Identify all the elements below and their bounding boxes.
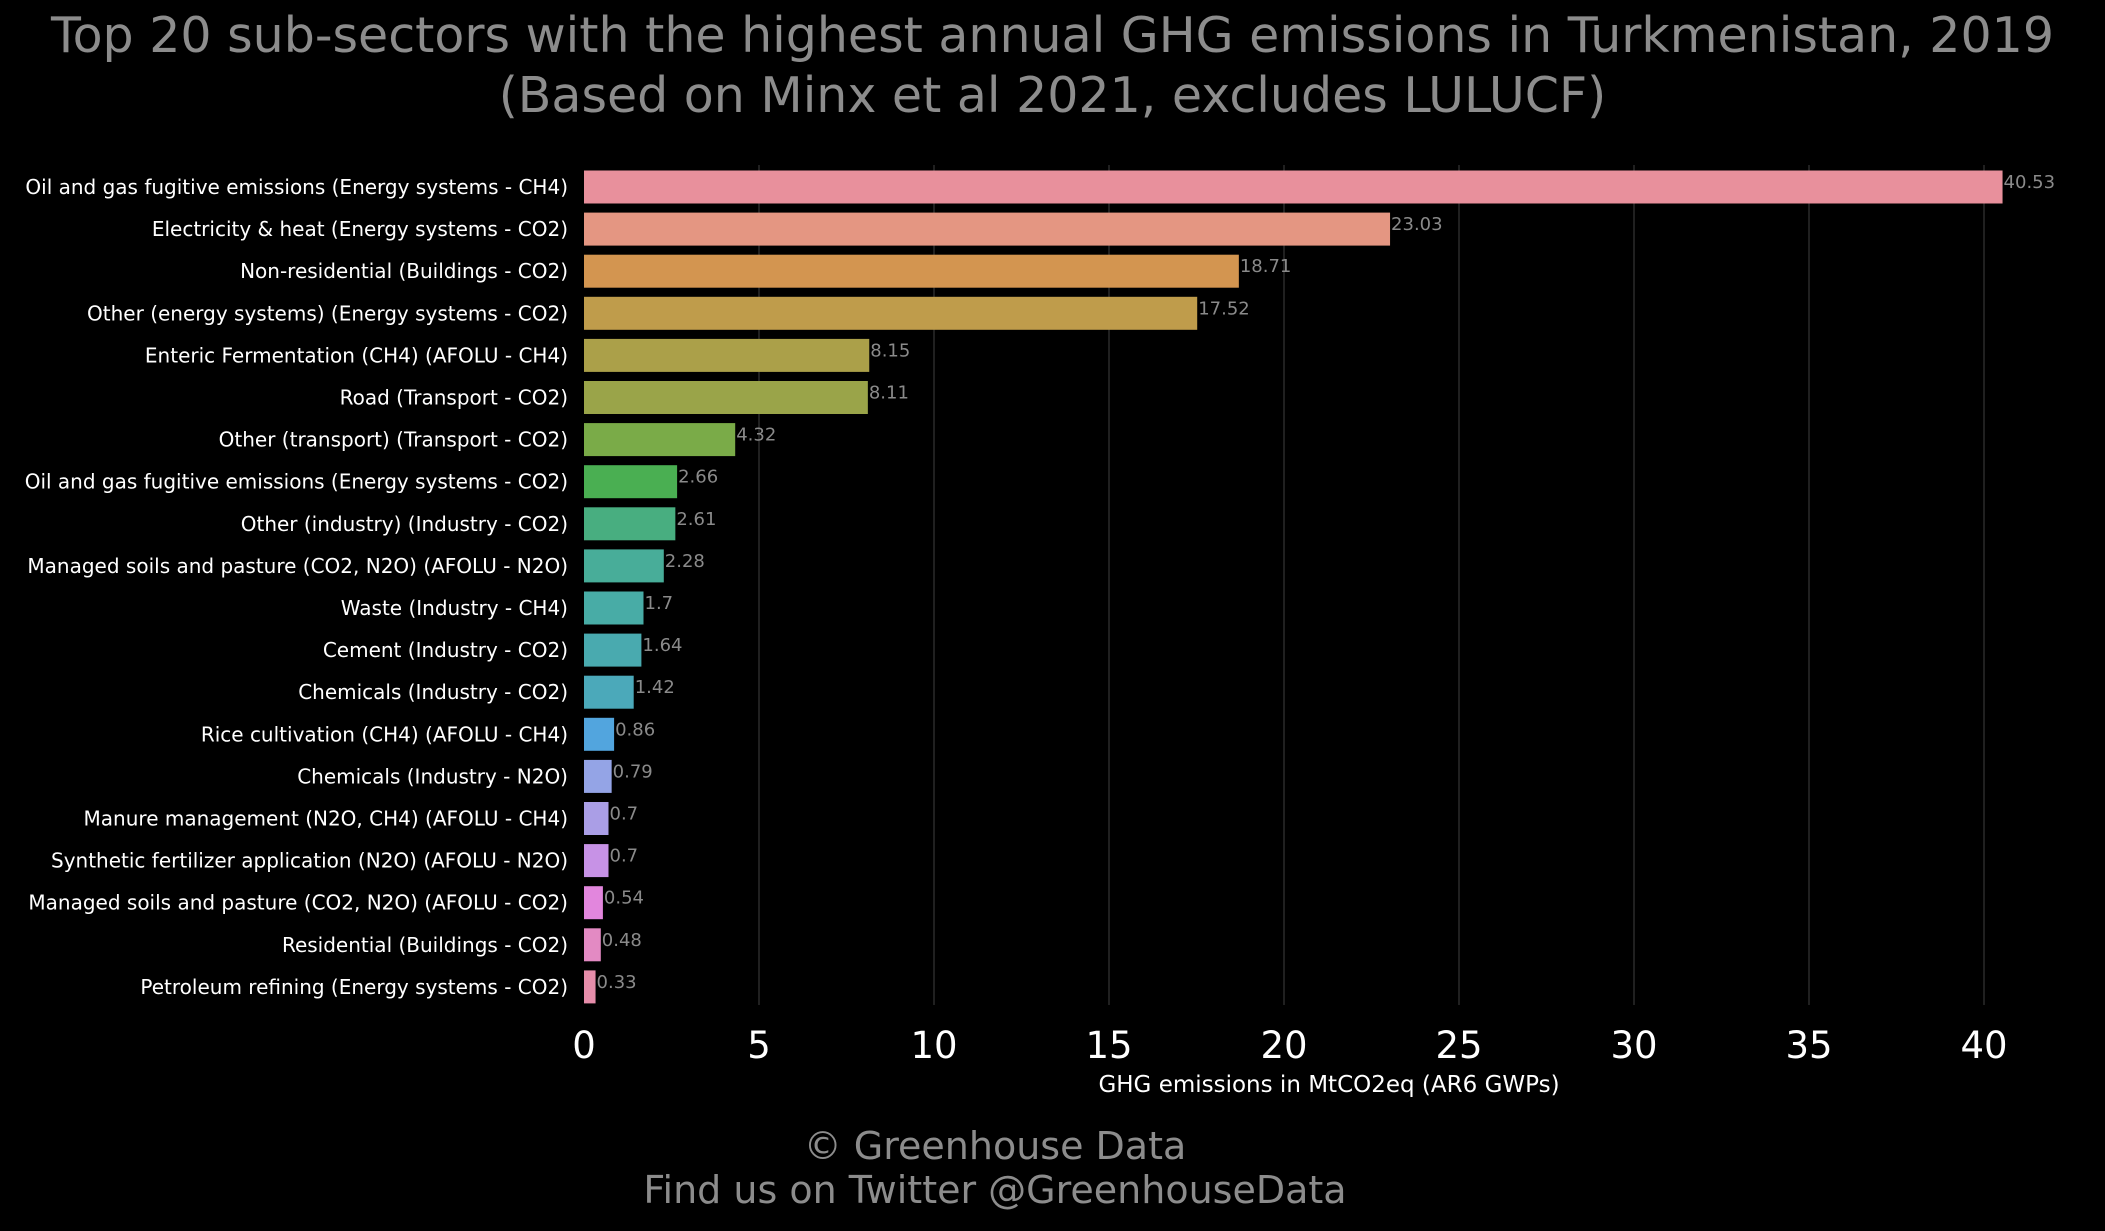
x-tick-labels: 0 5 10 15 20 25 30 35 40 bbox=[572, 1024, 2007, 1067]
value-label: 1.42 bbox=[635, 677, 675, 698]
x-tick-label: 40 bbox=[1960, 1024, 2007, 1067]
bar bbox=[584, 970, 596, 1004]
value-label: 18.71 bbox=[1240, 256, 1292, 277]
category-label: Oil and gas fugitive emissions (Energy s… bbox=[25, 175, 568, 199]
value-label: 0.86 bbox=[615, 719, 655, 740]
category-label: Road (Transport - CO2) bbox=[340, 386, 568, 410]
value-label: 40.53 bbox=[2004, 172, 2056, 193]
bar bbox=[584, 170, 2003, 204]
bars bbox=[584, 170, 2003, 1004]
bar bbox=[584, 507, 676, 541]
x-tick-label: 20 bbox=[1260, 1024, 1307, 1067]
category-label: Residential (Buildings - CO2) bbox=[282, 933, 568, 957]
bar bbox=[584, 212, 1391, 246]
bar bbox=[584, 886, 603, 920]
bar bbox=[584, 633, 642, 667]
value-label: 2.61 bbox=[676, 509, 716, 530]
category-label: Other (energy systems) (Energy systems -… bbox=[87, 301, 568, 325]
category-labels: Oil and gas fugitive emissions (Energy s… bbox=[25, 175, 568, 999]
bar bbox=[584, 591, 644, 625]
category-label: Chemicals (Industry - N2O) bbox=[297, 764, 568, 788]
grid-lines bbox=[758, 165, 1985, 1005]
category-label: Enteric Fermentation (CH4) (AFOLU - CH4) bbox=[145, 343, 568, 367]
bar bbox=[584, 296, 1198, 330]
chart-title-block: Top 20 sub-sectors with the highest annu… bbox=[0, 6, 2105, 126]
category-label: Managed soils and pasture (CO2, N2O) (AF… bbox=[27, 554, 568, 578]
category-label: Cement (Industry - CO2) bbox=[323, 638, 568, 662]
value-label: 1.7 bbox=[645, 593, 674, 614]
category-label: Managed soils and pasture (CO2, N2O) (AF… bbox=[28, 891, 568, 915]
x-tick-label: 5 bbox=[747, 1024, 771, 1067]
footer-copyright: © Greenhouse Data bbox=[803, 1124, 1187, 1168]
bar bbox=[584, 465, 678, 499]
chart-title: Top 20 sub-sectors with the highest annu… bbox=[50, 7, 2055, 64]
footer-twitter: Find us on Twitter @GreenhouseData bbox=[643, 1168, 1347, 1212]
bar bbox=[584, 338, 870, 372]
bar bbox=[584, 802, 609, 835]
x-tick-label: 15 bbox=[1085, 1024, 1132, 1067]
value-label: 2.66 bbox=[678, 467, 718, 488]
category-label: Electricity & heat (Energy systems - CO2… bbox=[152, 217, 568, 241]
bar bbox=[584, 675, 634, 709]
x-tick-label: 30 bbox=[1610, 1024, 1657, 1067]
value-labels: 40.53 23.03 18.71 17.52 8.15 8.11 4.32 2.66 2.61… bbox=[597, 172, 2056, 993]
category-label: Petroleum refining (Energy systems - CO2… bbox=[140, 975, 568, 999]
value-label: 0.79 bbox=[613, 761, 653, 782]
value-label: 4.32 bbox=[736, 425, 776, 446]
value-label: 23.03 bbox=[1391, 214, 1443, 235]
value-label: 8.11 bbox=[869, 383, 909, 404]
value-label: 2.28 bbox=[665, 551, 705, 572]
category-label: Other (transport) (Transport - CO2) bbox=[219, 428, 568, 452]
value-label: 1.64 bbox=[642, 635, 682, 656]
x-tick-label: 0 bbox=[572, 1024, 596, 1067]
category-label: Rice cultivation (CH4) (AFOLU - CH4) bbox=[201, 722, 568, 746]
value-label: 8.15 bbox=[870, 340, 910, 361]
bar bbox=[584, 928, 601, 962]
bar bbox=[584, 254, 1239, 288]
bar bbox=[584, 717, 615, 751]
bar bbox=[584, 381, 868, 414]
category-label: Other (industry) (Industry - CO2) bbox=[241, 512, 568, 536]
value-label: 17.52 bbox=[1198, 298, 1250, 319]
bar bbox=[584, 423, 736, 457]
value-label: 0.33 bbox=[597, 972, 637, 993]
category-label: Waste (Industry - CH4) bbox=[341, 596, 568, 620]
bar bbox=[584, 844, 609, 878]
bar bbox=[584, 549, 664, 583]
value-label: 0.54 bbox=[604, 888, 644, 909]
value-label: 0.7 bbox=[610, 846, 639, 867]
bar bbox=[584, 759, 612, 793]
value-label: 0.48 bbox=[602, 930, 642, 951]
category-label: Oil and gas fugitive emissions (Energy s… bbox=[25, 470, 568, 494]
footer: © Greenhouse Data Find us on Twitter @Gr… bbox=[0, 1124, 1990, 1212]
x-tick-label: 35 bbox=[1785, 1024, 1832, 1067]
value-label: 0.7 bbox=[610, 804, 639, 825]
category-label: Synthetic fertilizer application (N2O) (… bbox=[51, 849, 568, 873]
category-label: Non-residential (Buildings - CO2) bbox=[240, 259, 568, 283]
x-tick-label: 25 bbox=[1435, 1024, 1482, 1067]
category-label: Chemicals (Industry - CO2) bbox=[298, 680, 568, 704]
category-label: Manure management (N2O, CH4) (AFOLU - CH… bbox=[84, 807, 568, 831]
x-tick-label: 10 bbox=[910, 1024, 957, 1067]
x-axis-title: GHG emissions in MtCO2eq (AR6 GWPs) bbox=[1098, 1072, 1559, 1098]
chart-subtitle: (Based on Minx et al 2021, excludes LULU… bbox=[498, 67, 1607, 124]
